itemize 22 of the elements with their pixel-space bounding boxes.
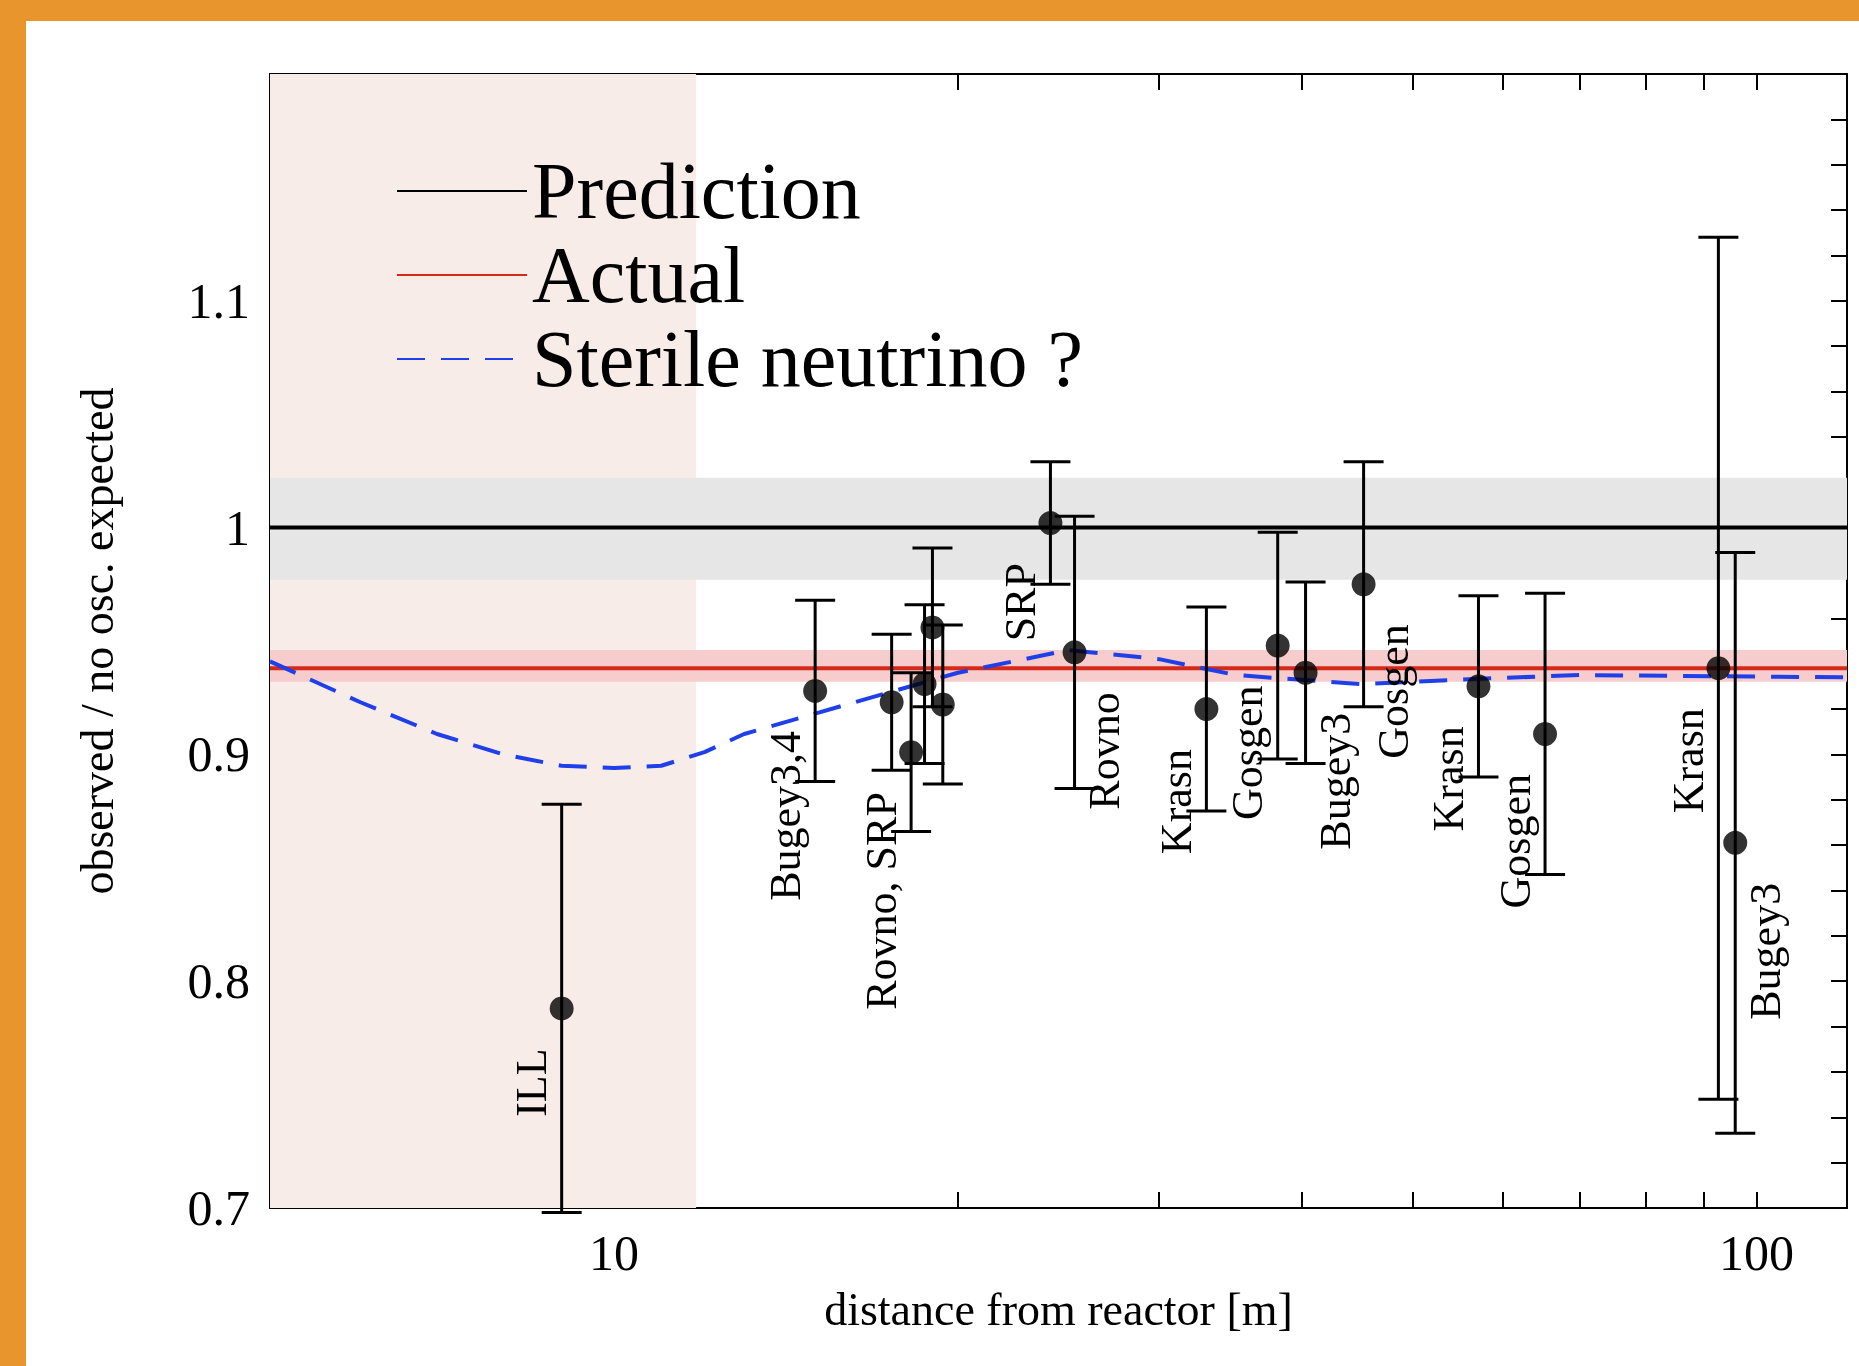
y-tick-label: 1 — [225, 499, 250, 556]
annotation: Rovno, SRP — [856, 792, 906, 1010]
annotation: Krasn — [1151, 749, 1201, 855]
annotation: Rovno — [1080, 692, 1130, 810]
y-tick-label: 0.9 — [187, 726, 250, 783]
annotation: Krasn — [1423, 726, 1473, 832]
annotation: Bugey3,4 — [760, 730, 810, 901]
annotation: Bugey3 — [1740, 882, 1790, 1020]
annotation: Krasn — [1663, 708, 1713, 814]
y-tick-label: 1.1 — [187, 272, 250, 329]
y-tick-label: 0.8 — [187, 953, 250, 1010]
annotation: SRP — [995, 563, 1045, 642]
x-tick-label: 10 — [588, 1225, 639, 1281]
annotation: Gosgen — [1490, 773, 1540, 909]
y-tick-label: 0.7 — [187, 1180, 250, 1236]
x-axis-title: distance from reactor [m] — [824, 1283, 1293, 1335]
annotation: Bugey3 — [1311, 712, 1361, 850]
annotation: Gosgen — [1369, 624, 1419, 759]
annotation: ILL — [507, 1048, 557, 1117]
y-axis-title: observed / no osc. expected — [71, 387, 123, 895]
annotation: Gosgen — [1223, 685, 1273, 820]
x-tick-label: 100 — [1719, 1225, 1795, 1281]
